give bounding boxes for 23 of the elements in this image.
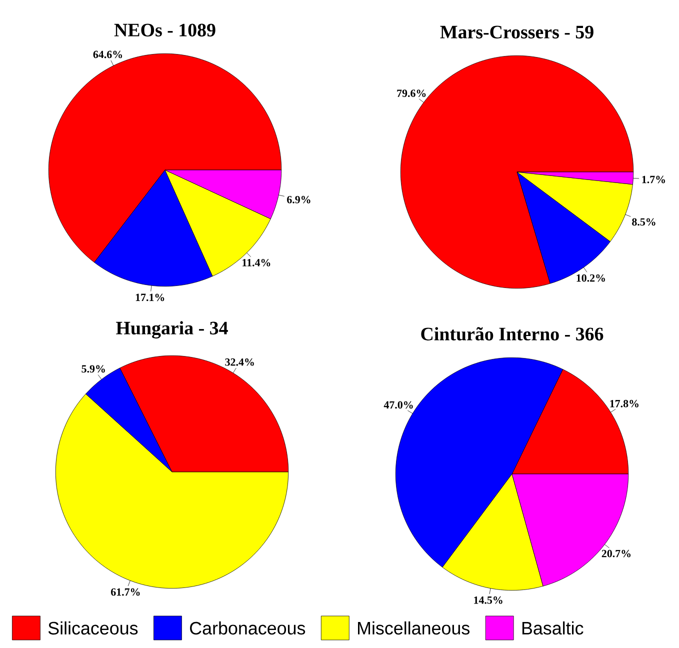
data-label: 32.4%: [225, 358, 254, 366]
legend-label: Basaltic: [522, 621, 584, 635]
chart-title: Cinturão Interno - 366: [421, 327, 604, 340]
data-label: 6.9%: [287, 196, 310, 204]
legend-label: Miscellaneous: [358, 621, 470, 635]
data-label: 8.5%: [632, 218, 656, 226]
data-label: 64.6%: [93, 50, 122, 58]
data-label: 79.6%: [397, 90, 426, 98]
data-label: 14.5%: [474, 596, 502, 604]
chart-title: Hungaria - 34: [116, 321, 228, 338]
data-label: 61.7%: [111, 588, 140, 596]
chart-title: Mars-Crossers - 59: [440, 26, 594, 38]
data-label: 17.1%: [136, 294, 164, 302]
data-label: 11.4%: [242, 258, 270, 266]
data-label: 1.7%: [642, 176, 665, 184]
data-label: 5.9%: [82, 365, 105, 373]
data-label: 17.8%: [610, 400, 638, 408]
data-label: 10.2%: [576, 274, 605, 282]
data-label: 47.0%: [384, 401, 413, 409]
legend-label: Carbonaceous: [190, 621, 306, 635]
chart-title: NEOs - 1089: [114, 24, 216, 36]
data-label: 20.7%: [602, 550, 631, 558]
legend-label: Silicaceous: [48, 621, 138, 635]
